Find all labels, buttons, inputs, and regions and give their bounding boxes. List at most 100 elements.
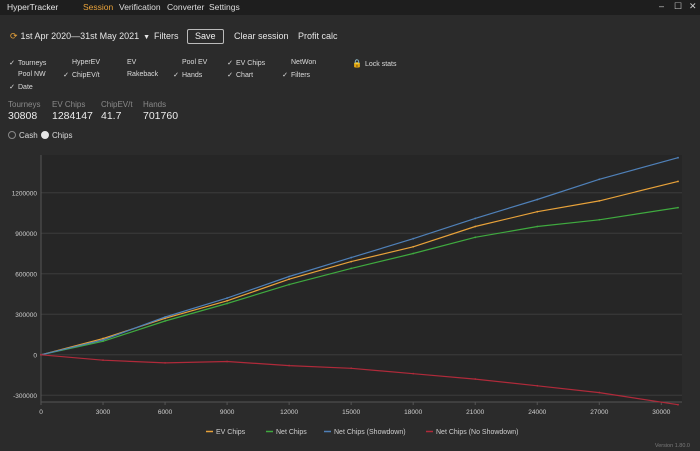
- maximize-icon[interactable]: ☐: [674, 1, 683, 11]
- data-point: [536, 210, 539, 213]
- data-point: [40, 353, 42, 356]
- checkbox-hyperev[interactable]: HyperEV: [62, 59, 100, 66]
- version-label: Version 1.80.0: [654, 443, 690, 449]
- y-tick-label: 1200000: [12, 190, 38, 197]
- clear-session-button[interactable]: Clear session: [234, 31, 289, 41]
- lock-icon: 🔒: [352, 59, 362, 68]
- checkbox-mark: ✓: [9, 60, 15, 67]
- x-tick-label: 3000: [96, 409, 111, 416]
- data-point: [288, 278, 291, 281]
- checkbox-label: Hands: [182, 72, 203, 79]
- checkbox-label: EV: [127, 59, 137, 66]
- checkbox-label: Chart: [236, 72, 254, 79]
- checkbox-date[interactable]: ✓ Date: [8, 83, 33, 91]
- data-point: [288, 275, 291, 278]
- stat-label: Hands: [143, 100, 167, 109]
- y-tick-label: 300000: [15, 312, 37, 319]
- data-point: [350, 267, 353, 270]
- x-tick-label: 21000: [466, 409, 484, 416]
- checkbox-label: NetWon: [291, 59, 317, 66]
- close-icon[interactable]: ✕: [689, 1, 697, 11]
- data-point: [677, 180, 679, 183]
- nav-session[interactable]: Session: [83, 2, 114, 12]
- data-point: [677, 156, 679, 159]
- data-point: [474, 378, 477, 380]
- nav-verification[interactable]: Verification: [119, 2, 161, 12]
- data-point: [536, 198, 539, 201]
- stat-value: 41.7: [101, 110, 122, 122]
- data-point: [412, 372, 415, 375]
- data-point: [102, 339, 104, 341]
- checkbox-pool-nw[interactable]: Pool NW: [8, 71, 46, 78]
- data-point: [412, 252, 415, 255]
- stat-value: 1284147: [52, 110, 93, 122]
- checkbox-mark: ✓: [63, 72, 69, 79]
- data-point: [536, 384, 539, 387]
- data-point: [350, 256, 353, 259]
- lock-stats-label: Lock stats: [364, 61, 397, 68]
- lock-stats-toggle[interactable]: 🔒 Lock stats: [352, 59, 396, 68]
- checkbox-pool-ev[interactable]: Pool EV: [172, 59, 207, 66]
- checkbox-label: Tourneys: [18, 60, 47, 67]
- chip-chart: -300000 0 300000 600000 900000 1200000 0 3000 60…: [12, 155, 682, 436]
- date-range-dropdown[interactable]: ⟳ 1st Apr 2020—31st May 2021 ▼: [10, 31, 150, 42]
- data-point: [412, 237, 415, 240]
- chevron-down-icon: ▼: [143, 34, 151, 41]
- data-point: [677, 206, 679, 209]
- data-point: [102, 340, 104, 343]
- radio-indicator: [41, 131, 49, 139]
- data-point: [226, 299, 228, 302]
- profit-calc-button[interactable]: Profit calc: [298, 31, 338, 41]
- data-point: [164, 317, 166, 320]
- stat-value: 30808: [8, 110, 38, 122]
- stat-hands: Hands 701760: [143, 100, 178, 122]
- checkbox-label: Date: [18, 84, 33, 91]
- checkbox-ev[interactable]: EV: [117, 59, 136, 66]
- checkbox-label: Rakeback: [127, 71, 159, 78]
- data-point: [164, 320, 166, 322]
- checkbox-hands[interactable]: ✓ Hands: [172, 71, 202, 79]
- radio-indicator: [8, 131, 16, 139]
- filters-button[interactable]: Filters: [154, 31, 179, 41]
- checkbox-chipev-t[interactable]: ✓ ChipEV/t: [62, 71, 100, 79]
- y-tick-label: -300000: [13, 393, 37, 400]
- checkbox-ev-chips[interactable]: ✓ EV Chips: [226, 59, 265, 67]
- checkbox-filters[interactable]: ✓ Filters: [281, 71, 310, 79]
- stat-label: Tourneys: [8, 100, 41, 109]
- y-tick-label: 0: [33, 352, 37, 359]
- plot-area: [41, 155, 682, 402]
- x-tick-label: 30000: [652, 409, 670, 416]
- data-point: [164, 316, 166, 318]
- data-point: [536, 225, 539, 228]
- x-tick-label: 24000: [528, 409, 546, 416]
- data-point: [598, 218, 601, 221]
- nav-converter[interactable]: Converter: [167, 2, 205, 12]
- data-point: [288, 283, 291, 286]
- checkbox-label: Filters: [291, 72, 311, 79]
- date-range-label: 1st Apr 2020—31st May 2021: [20, 31, 140, 41]
- checkbox-label: HyperEV: [72, 59, 101, 66]
- data-point: [598, 178, 601, 181]
- checkbox-tourneys[interactable]: ✓ Tourneys: [8, 59, 46, 67]
- checkbox-label: EV Chips: [236, 60, 266, 67]
- checkbox-mark: ✓: [173, 72, 179, 79]
- checkbox-label: Pool NW: [18, 71, 46, 78]
- nav-settings[interactable]: Settings: [209, 2, 240, 12]
- checkbox-mark: ✓: [227, 72, 233, 79]
- x-tick-label: 15000: [342, 409, 360, 416]
- minimize-icon[interactable]: –: [659, 1, 665, 11]
- checkbox-label: ChipEV/t: [72, 72, 100, 79]
- checkbox-chart[interactable]: ✓ Chart: [226, 71, 253, 79]
- radio-chips[interactable]: Chips: [41, 131, 72, 140]
- data-point: [598, 391, 601, 394]
- data-point: [474, 225, 477, 228]
- legend-entry: Net Chips: [276, 429, 307, 436]
- checkbox-netwon[interactable]: NetWon: [281, 59, 316, 66]
- stat-value: 701760: [143, 110, 179, 122]
- x-tick-label: 12000: [280, 409, 298, 416]
- save-button[interactable]: Save: [187, 29, 224, 44]
- refresh-icon[interactable]: ⟳: [10, 31, 18, 41]
- checkbox-rakeback[interactable]: Rakeback: [117, 71, 158, 78]
- stat-ev-chips: EV Chips 1284147: [52, 100, 93, 122]
- radio-cash[interactable]: Cash: [8, 131, 38, 140]
